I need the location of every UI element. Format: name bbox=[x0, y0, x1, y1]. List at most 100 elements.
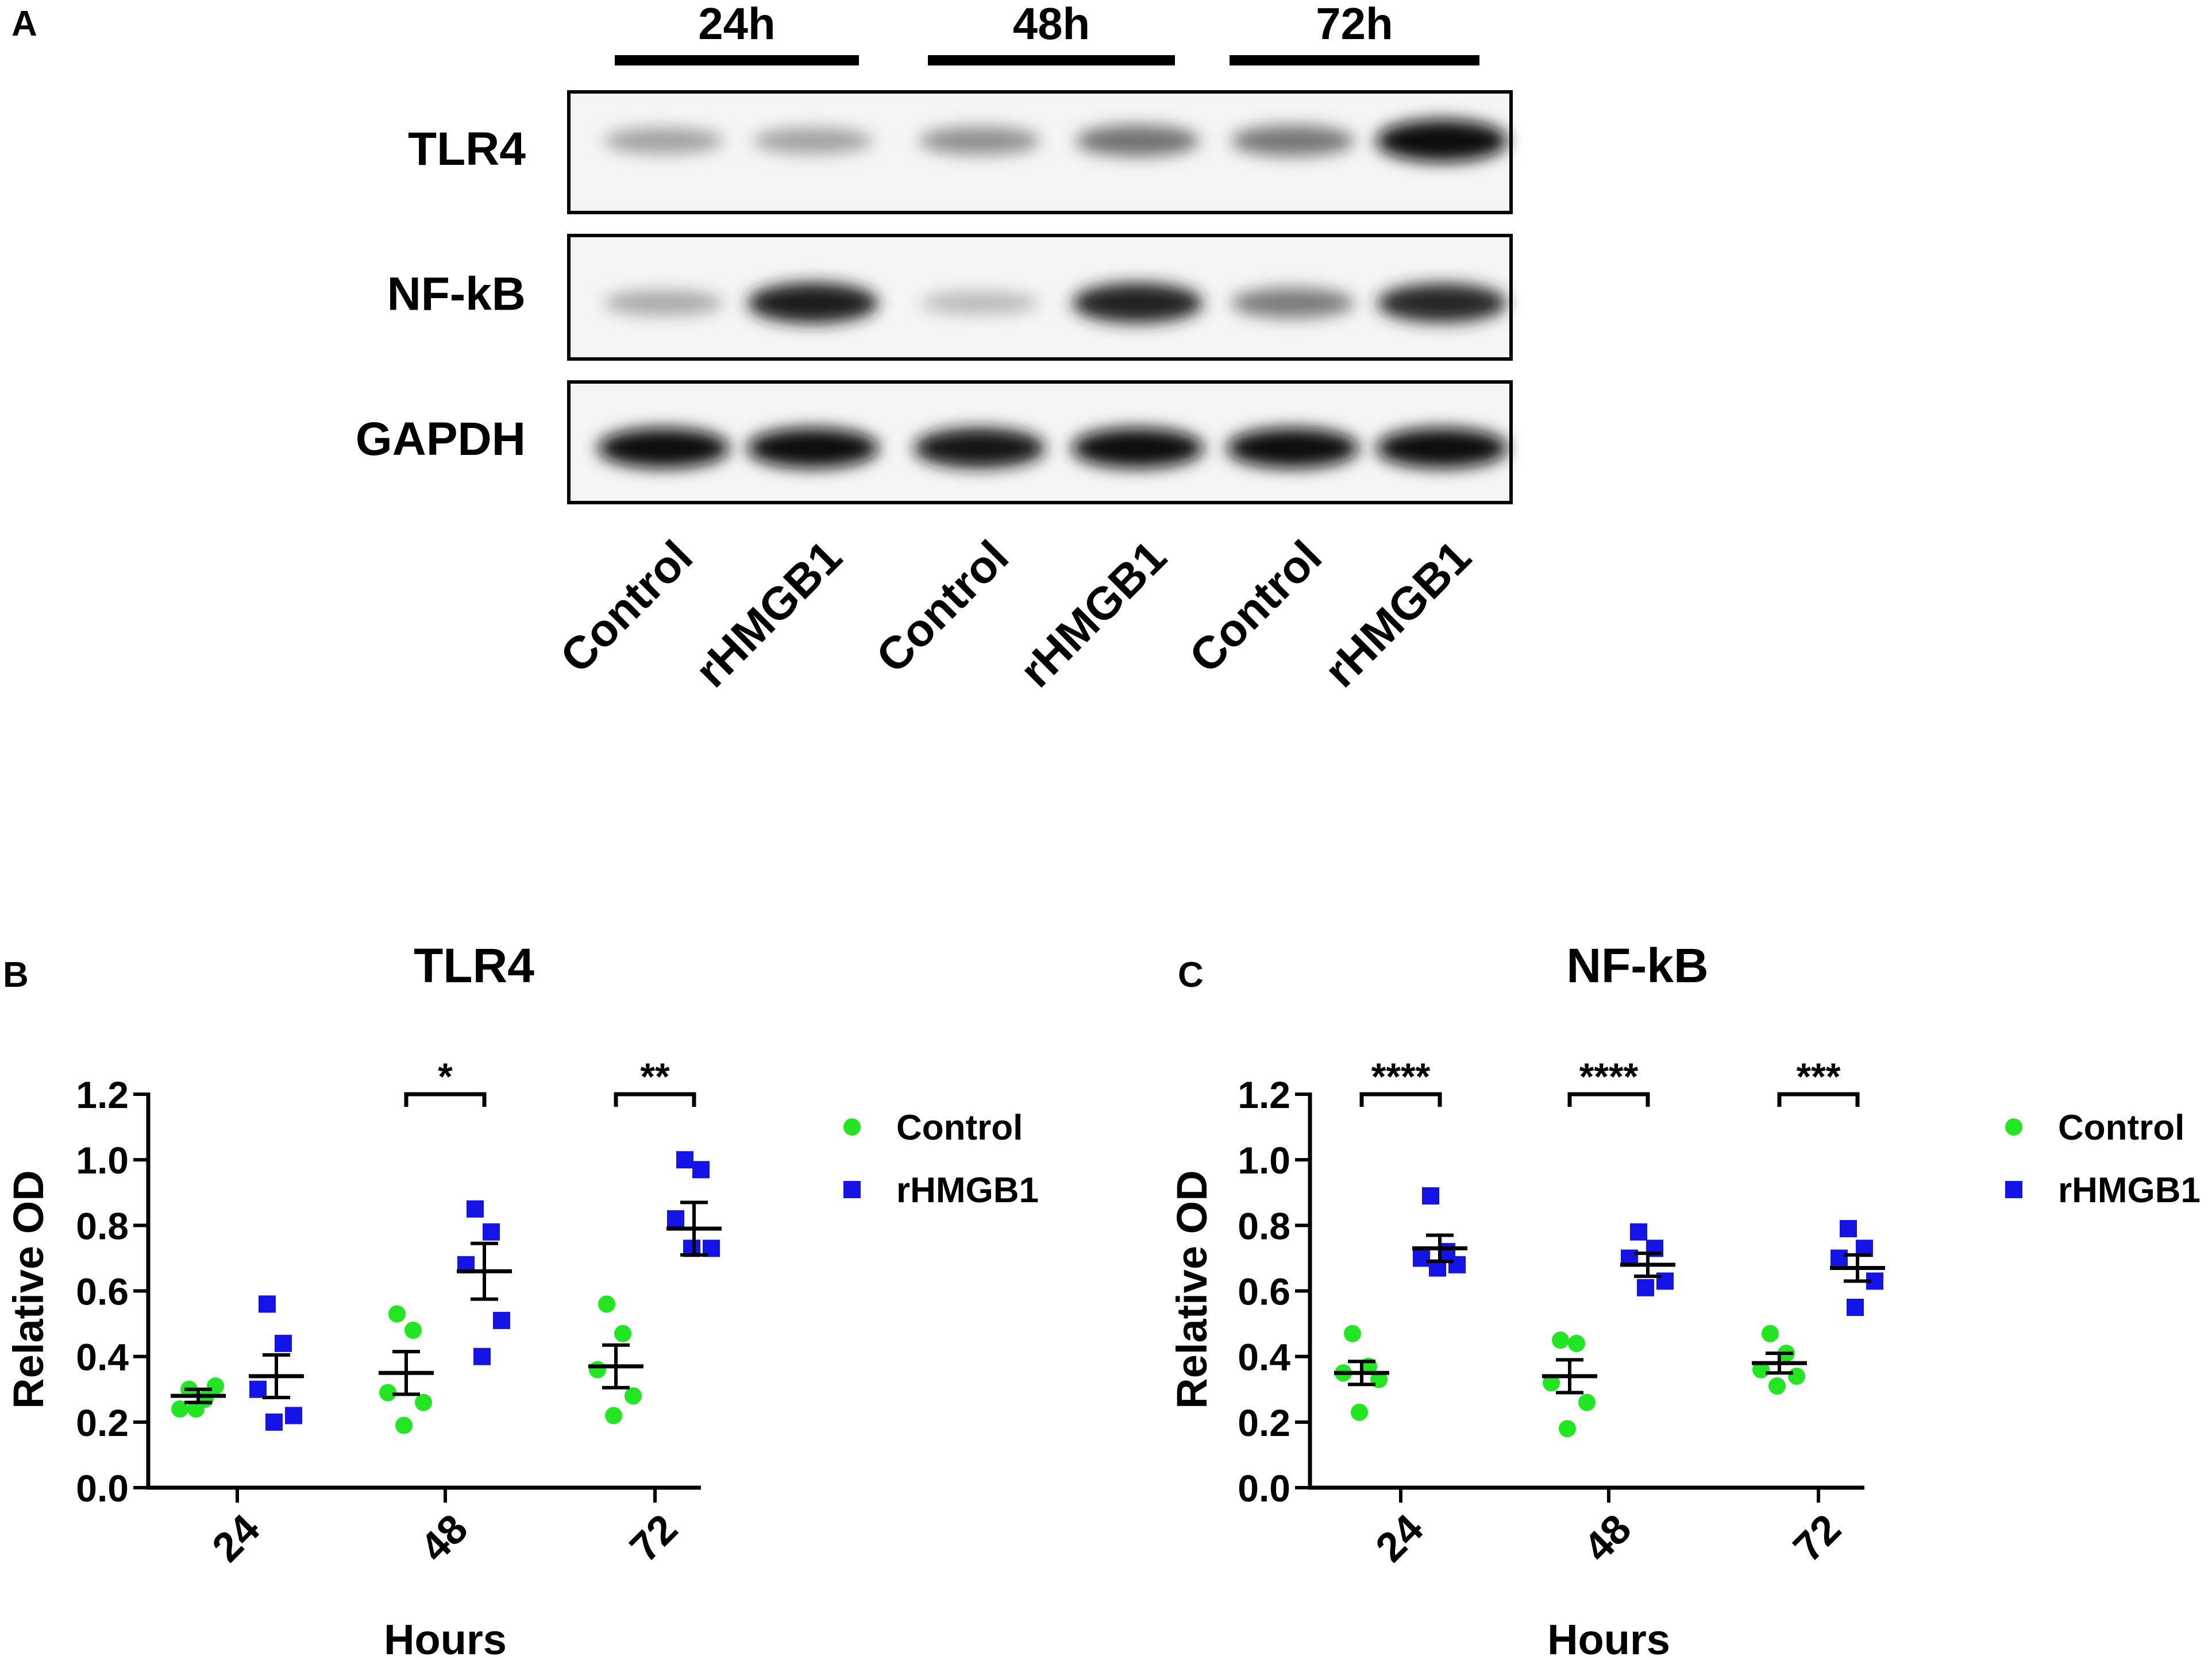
legend-marker-control bbox=[843, 1118, 861, 1136]
data-point-rhmgb1 bbox=[676, 1151, 693, 1169]
panel-label: C bbox=[1178, 955, 1204, 995]
blot-frame bbox=[567, 90, 1513, 214]
data-point-rhmgb1 bbox=[1847, 1299, 1864, 1317]
data-point-control bbox=[605, 1407, 622, 1424]
data-point-control bbox=[1762, 1325, 1779, 1342]
panel-label-a: A bbox=[11, 4, 37, 44]
data-point-control bbox=[1768, 1377, 1786, 1395]
time-group-label: 48h bbox=[1013, 0, 1090, 49]
x-axis-label: Hours bbox=[384, 1616, 507, 1660]
tlr4-chart: B TLR4 Relative OD Hours 0.0 0.2 0.4 0.6 0.8 1.0 1… bbox=[3, 939, 1039, 1660]
y-tick-label: 1.0 bbox=[76, 1139, 129, 1182]
data-point-rhmgb1 bbox=[249, 1380, 267, 1398]
data-point-control bbox=[1788, 1367, 1805, 1385]
chart-title: NF-kB bbox=[1566, 939, 1708, 993]
blot-band bbox=[1376, 428, 1508, 468]
nfkb-chart: C NF-kB Relative OD Hours 0.0 0.2 0.4 0.6 0.8 1.0… bbox=[1168, 939, 2201, 1660]
y-tick-label: 0.2 bbox=[76, 1402, 129, 1444]
data-point-control bbox=[388, 1305, 406, 1323]
time-group-label: 24h bbox=[698, 0, 775, 49]
blot-band bbox=[747, 428, 879, 468]
blot-band bbox=[1072, 428, 1204, 468]
significance-bracket bbox=[1567, 1092, 1650, 1107]
data-point-control bbox=[379, 1384, 396, 1402]
legend-marker-control bbox=[2005, 1118, 2022, 1136]
significance-bracket bbox=[404, 1092, 487, 1107]
data-point-control bbox=[1344, 1325, 1361, 1342]
blot-band bbox=[1072, 283, 1203, 323]
significance-bracket bbox=[1777, 1092, 1860, 1107]
lane-label: Control bbox=[866, 531, 1018, 682]
legend-marker-rhmgb1 bbox=[843, 1181, 861, 1198]
x-tick-label: 48 bbox=[1575, 1505, 1640, 1570]
data-point-rhmgb1 bbox=[1637, 1279, 1654, 1296]
data-point-control bbox=[187, 1400, 205, 1418]
y-axis-label: Relative OD bbox=[1168, 1170, 1216, 1408]
data-point-control bbox=[614, 1325, 631, 1342]
data-point-control bbox=[1552, 1331, 1569, 1349]
data-point-rhmgb1 bbox=[1840, 1220, 1857, 1238]
x-tick-label: 48 bbox=[411, 1505, 476, 1570]
y-axis-label: Relative OD bbox=[5, 1170, 52, 1408]
data-point-control bbox=[589, 1361, 606, 1379]
data-point-rhmgb1 bbox=[265, 1413, 283, 1431]
blot-band bbox=[1376, 119, 1508, 162]
data-point-rhmgb1 bbox=[483, 1223, 500, 1241]
significance-label: *** bbox=[1796, 1055, 1840, 1098]
data-point-rhmgb1 bbox=[692, 1161, 710, 1179]
legend-label: rHMGB1 bbox=[2058, 1171, 2201, 1210]
lane-label: Control bbox=[1180, 531, 1331, 682]
y-tick-label: 0.0 bbox=[1238, 1467, 1290, 1510]
time-group-bar bbox=[928, 55, 1175, 65]
blot-band bbox=[1231, 125, 1355, 156]
blot-band bbox=[1231, 287, 1355, 319]
data-point-rhmgb1 bbox=[275, 1334, 292, 1352]
blot-band bbox=[598, 428, 730, 468]
blot-band bbox=[1076, 125, 1200, 157]
y-tick-label: 0.4 bbox=[76, 1336, 129, 1379]
x-tick-label: 72 bbox=[621, 1505, 686, 1570]
data-point-control bbox=[1568, 1334, 1585, 1352]
y-tick-label: 1.2 bbox=[1238, 1074, 1290, 1116]
legend-label: rHMGB1 bbox=[896, 1171, 1039, 1210]
data-point-control bbox=[598, 1295, 615, 1313]
x-tick-label: 24 bbox=[1367, 1505, 1432, 1570]
time-group-bar bbox=[1230, 55, 1479, 65]
y-tick-label: 0.0 bbox=[76, 1467, 129, 1510]
data-point-control bbox=[1543, 1374, 1560, 1392]
data-point-control bbox=[1351, 1403, 1368, 1421]
data-point-rhmgb1 bbox=[1413, 1249, 1430, 1267]
significance-label: **** bbox=[1579, 1055, 1639, 1098]
chart-title: TLR4 bbox=[414, 939, 534, 993]
data-point-rhmgb1 bbox=[493, 1311, 510, 1329]
data-point-control bbox=[415, 1393, 432, 1411]
significance-bracket bbox=[1359, 1092, 1442, 1107]
blot-band bbox=[919, 126, 1041, 155]
time-group-bar bbox=[615, 55, 859, 65]
data-point-control bbox=[171, 1400, 188, 1418]
y-tick-label: 0.4 bbox=[1238, 1336, 1290, 1379]
data-point-rhmgb1 bbox=[473, 1348, 491, 1365]
x-axis-label: Hours bbox=[1547, 1616, 1670, 1660]
lane-label: rHMGB1 bbox=[685, 531, 851, 697]
significance-label: ** bbox=[640, 1055, 670, 1098]
blot-band bbox=[753, 128, 873, 154]
data-point-control bbox=[625, 1387, 642, 1405]
lane-label: rHMGB1 bbox=[1010, 531, 1176, 697]
blot-band bbox=[747, 283, 878, 323]
data-point-rhmgb1 bbox=[467, 1200, 484, 1218]
data-point-rhmgb1 bbox=[259, 1295, 276, 1313]
significance-label: * bbox=[438, 1055, 453, 1098]
blot-band bbox=[1377, 283, 1507, 323]
legend-label: Control bbox=[2058, 1108, 2184, 1148]
blot-band bbox=[914, 428, 1046, 468]
blot-band bbox=[604, 290, 723, 316]
blot-band bbox=[603, 128, 724, 154]
data-point-control bbox=[1578, 1393, 1596, 1411]
data-point-control bbox=[404, 1322, 422, 1339]
time-group-label: 72h bbox=[1316, 0, 1393, 49]
data-point-rhmgb1 bbox=[1630, 1223, 1647, 1241]
legend-label: Control bbox=[896, 1108, 1023, 1148]
